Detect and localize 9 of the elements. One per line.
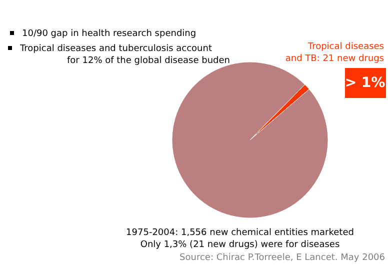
text: for 12% of the global disease buden — [67, 56, 230, 66]
text: Tropical diseases and tuberculosis account — [19, 44, 212, 54]
source-note: Source: Chirac P.Torreele, E Lancet. May 2006 — [180, 253, 386, 263]
text: 10/90 gap in health research spending — [22, 29, 196, 39]
text: 1975-2004: 1,556 new chemical entities marketed — [126, 228, 354, 238]
slice-label: Tropical diseases and TB: 21 new drugs — [285, 42, 384, 64]
data-label: > 1% — [344, 75, 386, 91]
text: Only 1,3% (21 new drugs) were for diseases — [140, 240, 340, 250]
pie-slice — [172, 62, 328, 218]
